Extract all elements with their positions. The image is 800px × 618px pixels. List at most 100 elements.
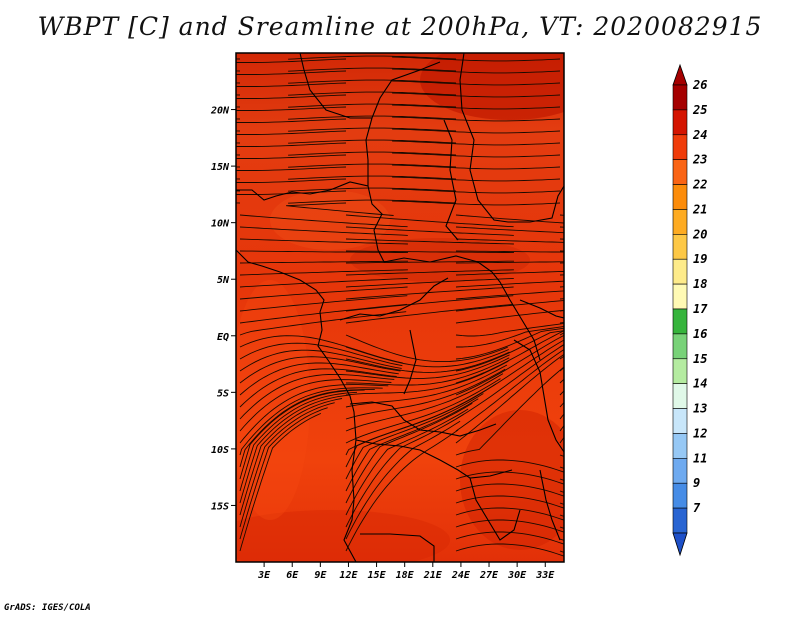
streamline — [559, 502, 564, 505]
streamline — [345, 414, 464, 528]
streamline — [345, 429, 459, 552]
streamline — [456, 326, 564, 348]
streamline — [345, 334, 508, 363]
longitude-axis: 3E 6E 9E 12E 15E 18E 21E 24E 27E 30E 33E — [257, 562, 555, 581]
lon-tick-label: 27E — [479, 570, 499, 581]
streamline — [288, 55, 457, 60]
streamline — [236, 94, 347, 99]
streamline — [455, 261, 564, 264]
map-frame — [235, 52, 565, 563]
streamline — [345, 373, 504, 432]
colorbar-swatch — [672, 433, 688, 459]
streamline — [345, 250, 515, 254]
colorbar-label: 7 — [693, 501, 701, 515]
streamline — [239, 356, 401, 384]
grads-credit: GrADS: IGES/COLA — [4, 603, 91, 613]
lat-tick-label: EQ — [217, 332, 229, 343]
colorbar-swatch — [672, 333, 688, 360]
streamline — [345, 269, 514, 276]
streamline — [345, 303, 514, 324]
streamline — [288, 187, 457, 192]
colorbar-label: 17 — [693, 302, 708, 316]
streamline — [455, 459, 564, 473]
streamline — [236, 82, 347, 87]
streamline — [392, 104, 561, 110]
streamline — [288, 175, 457, 180]
streamline — [288, 79, 457, 84]
streamline — [236, 166, 347, 171]
streamline — [345, 214, 514, 228]
lon-tick-label: 15E — [368, 570, 387, 581]
streamline — [239, 269, 408, 276]
colorbar-swatch — [672, 84, 688, 111]
colorbar-label: 23 — [692, 153, 707, 167]
lat-tick-label: 20N — [210, 106, 230, 117]
streamline — [455, 495, 564, 509]
colorbar-label: 14 — [693, 377, 707, 391]
streamline — [345, 368, 506, 420]
streamline — [236, 118, 347, 123]
colorbar-bottom-arrow — [672, 532, 688, 557]
colorbar-swatch — [672, 283, 688, 310]
lon-tick-label: 24E — [451, 570, 471, 581]
streamline — [288, 199, 457, 204]
streamline — [239, 226, 408, 236]
latitude-axis: 20N 15N 10N 5N EQ 5S 10S 15S — [210, 106, 236, 512]
streamline — [455, 250, 564, 253]
colorbar-label: 24 — [692, 128, 707, 142]
streamline — [455, 353, 564, 444]
streamline — [239, 391, 358, 492]
streamline — [236, 178, 347, 183]
streamline — [239, 250, 409, 254]
streamline — [455, 366, 564, 456]
colorbar-label: 21 — [692, 202, 707, 216]
streamline — [559, 401, 564, 408]
streamline — [559, 378, 564, 384]
colorbar-swatch — [672, 482, 688, 509]
lon-tick-label: 18E — [396, 570, 415, 581]
colorbar-swatch — [672, 507, 688, 534]
streamline — [455, 300, 564, 312]
streamline — [392, 200, 561, 206]
streamline — [559, 538, 564, 541]
streamline — [288, 139, 457, 144]
streamline — [239, 373, 395, 420]
streamline — [455, 531, 564, 545]
streamline — [239, 387, 383, 456]
streamline — [345, 238, 514, 245]
colorbar-label: 19 — [693, 252, 707, 266]
streamline — [345, 277, 514, 288]
colorbar-swatch — [672, 358, 688, 384]
streamline — [455, 238, 564, 243]
colorbar-label: 9 — [693, 476, 700, 490]
streamline — [345, 351, 510, 373]
streamline — [236, 130, 347, 135]
colorbar-swatch — [672, 383, 688, 409]
streamline — [288, 127, 457, 132]
streamline — [239, 342, 403, 367]
streamline — [239, 394, 350, 504]
streamline — [392, 140, 561, 146]
streamline — [239, 303, 408, 324]
streamline — [236, 106, 347, 111]
streamline — [559, 454, 564, 457]
streamline — [345, 402, 473, 504]
streamline — [345, 226, 514, 236]
streamline — [288, 103, 457, 108]
streamline — [239, 349, 402, 372]
colorbar-label: 11 — [693, 451, 707, 465]
streamline — [455, 349, 564, 432]
streamline — [455, 507, 564, 521]
colorbar-label: 16 — [693, 327, 707, 341]
lat-tick-label: 10N — [211, 219, 230, 230]
colorbar-label: 25 — [692, 103, 707, 117]
streamline — [455, 271, 564, 276]
streamline — [345, 420, 461, 540]
colorbar-label: 22 — [692, 178, 707, 192]
colorbar-swatch — [672, 134, 688, 160]
streamline — [392, 80, 561, 86]
streamline — [345, 295, 514, 312]
streamline — [392, 128, 561, 134]
field-shading — [236, 53, 564, 562]
lon-tick-label: 6E — [286, 570, 299, 581]
